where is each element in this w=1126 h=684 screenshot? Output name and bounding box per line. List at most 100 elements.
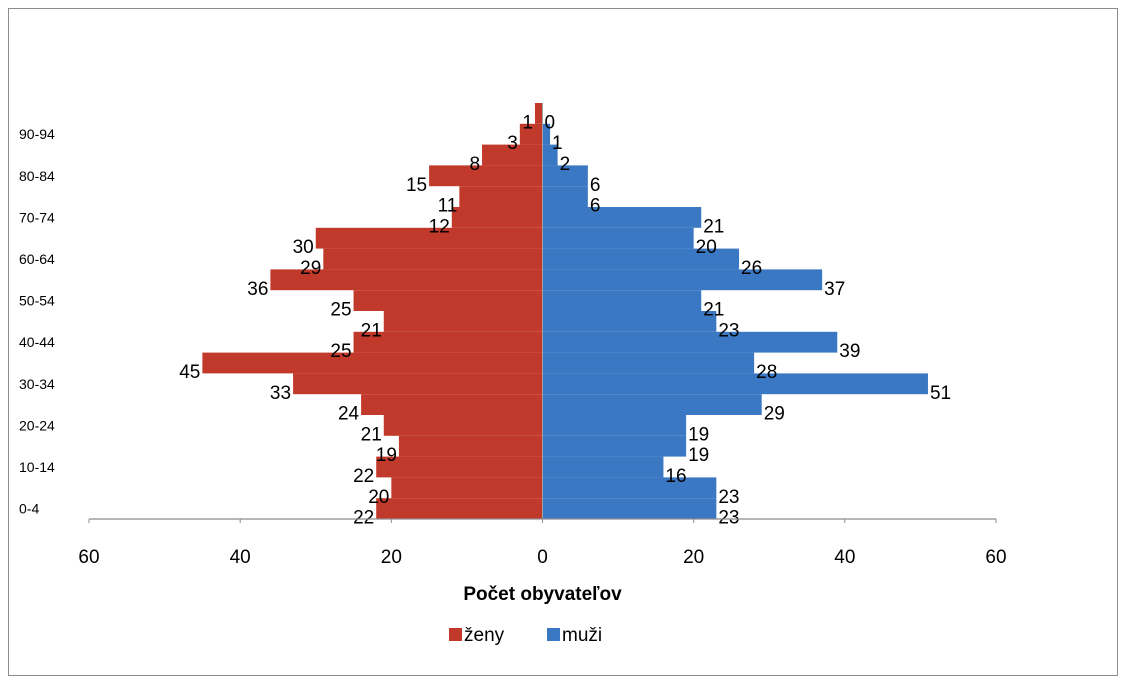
- value-label-zeny-85-89: 8: [469, 154, 480, 175]
- bar-muzi-30-34: [542, 373, 928, 395]
- category-label-90-94: 90-94: [19, 126, 55, 142]
- value-label-muzi-70-74: 21: [703, 216, 724, 237]
- bar-muzi-20-24: [542, 415, 687, 436]
- value-label-zeny-50-54: 25: [330, 300, 351, 321]
- x-tick-label: 60: [985, 547, 1006, 568]
- value-label-zeny-10-14: 22: [353, 466, 374, 487]
- bar-zeny-30-34: [293, 373, 543, 395]
- bar-zeny-45-49: [383, 311, 543, 332]
- bar-muzi-55-59: [542, 269, 823, 291]
- bar-muzi-50-54: [542, 290, 702, 311]
- bar-zeny-15-19: [398, 435, 543, 457]
- chart-frame: 22 23 20 23 22 16 19 19 21 19 24 29 33 51 45 28 25 39 21 23…: [8, 8, 1118, 676]
- x-tick-label: 20: [683, 547, 704, 568]
- value-label-muzi-30-34: 51: [930, 383, 951, 404]
- legend-swatch-muži: [547, 628, 560, 641]
- value-label-muzi-25-29: 29: [764, 404, 785, 425]
- value-label-muzi-45-49: 23: [718, 320, 739, 341]
- bar-muzi-10-14: [542, 456, 664, 478]
- bar-muzi-70-74: [542, 207, 702, 228]
- value-label-zeny-35-39: 45: [179, 362, 200, 383]
- bar-zeny-80-84: [429, 165, 543, 187]
- bar-zeny-20-24: [383, 415, 543, 436]
- value-label-zeny-60-64: 29: [300, 258, 321, 279]
- category-labels-layer: 0-4 10-14 20-24 30-34 40-44 50-54 60-64 70-74 80…: [19, 126, 55, 516]
- value-label-muzi-95+: 0: [545, 112, 556, 133]
- bar-zeny-60-64: [323, 248, 543, 270]
- category-label-20-24: 20-24: [19, 417, 55, 433]
- value-label-zeny-25-29: 24: [338, 404, 360, 425]
- value-label-zeny-40-44: 25: [330, 341, 351, 362]
- category-label-10-14: 10-14: [19, 459, 55, 475]
- bar-zeny-90-94: [519, 123, 543, 145]
- bar-zeny-0-4: [376, 498, 543, 519]
- value-label-zeny-15-19: 19: [376, 445, 397, 466]
- legend-swatch-ženy: [449, 628, 462, 641]
- bars-layer: [202, 103, 928, 519]
- value-label-muzi-15-19: 19: [688, 445, 709, 466]
- tick-labels-layer: 60 40 20 0 20 40 60: [78, 547, 1006, 568]
- bar-zeny-85-89: [482, 144, 543, 166]
- bar-zeny-50-54: [353, 290, 543, 311]
- legend-label-muži: muži: [562, 625, 602, 646]
- value-label-muzi-50-54: 21: [703, 300, 724, 321]
- value-label-zeny-90-94: 3: [507, 133, 518, 154]
- value-label-muzi-40-44: 39: [839, 341, 860, 362]
- bar-zeny-95+: [534, 103, 543, 124]
- bar-zeny-65-69: [315, 227, 543, 249]
- value-label-zeny-45-49: 21: [361, 320, 382, 341]
- bar-muzi-0-4: [542, 498, 717, 519]
- value-label-muzi-55-59: 37: [824, 279, 845, 300]
- value-label-muzi-75-79: 6: [590, 196, 601, 217]
- value-label-muzi-10-14: 16: [665, 466, 686, 487]
- category-label-50-54: 50-54: [19, 293, 55, 309]
- axes-layer: [88, 103, 997, 523]
- bar-zeny-5-9: [391, 477, 543, 499]
- x-tick-label: 20: [381, 547, 402, 568]
- bar-zeny-55-59: [270, 269, 543, 291]
- category-label-70-74: 70-74: [19, 209, 55, 225]
- category-label-0-4: 0-4: [19, 501, 39, 517]
- legend: ženy muži: [449, 625, 602, 646]
- category-label-80-84: 80-84: [19, 168, 55, 184]
- category-label-30-34: 30-34: [19, 376, 55, 392]
- bar-zeny-10-14: [376, 456, 543, 478]
- bar-muzi-75-79: [542, 186, 588, 207]
- value-label-zeny-0-4: 22: [353, 508, 374, 529]
- bar-muzi-80-84: [542, 165, 588, 187]
- value-label-muzi-35-39: 28: [756, 362, 777, 383]
- bar-muzi-45-49: [542, 311, 717, 332]
- x-tick-label: 0: [537, 547, 548, 568]
- value-label-zeny-5-9: 20: [368, 487, 389, 508]
- bar-zeny-35-39: [202, 352, 543, 374]
- bar-zeny-75-79: [459, 186, 543, 207]
- bar-zeny-25-29: [361, 394, 543, 415]
- value-label-zeny-80-84: 15: [406, 175, 427, 196]
- x-tick-label: 40: [230, 547, 251, 568]
- bar-muzi-40-44: [542, 331, 838, 353]
- x-tick-label: 60: [78, 547, 99, 568]
- value-label-zeny-30-34: 33: [270, 383, 291, 404]
- value-label-zeny-55-59: 36: [247, 279, 268, 300]
- value-label-zeny-20-24: 21: [361, 424, 382, 445]
- x-tick-label: 40: [834, 547, 855, 568]
- value-label-muzi-65-69: 20: [696, 237, 717, 258]
- bar-muzi-60-64: [542, 248, 740, 270]
- bar-zeny-40-44: [353, 331, 543, 353]
- value-label-muzi-20-24: 19: [688, 424, 709, 445]
- value-label-zeny-65-69: 30: [293, 237, 314, 258]
- category-label-40-44: 40-44: [19, 334, 55, 350]
- bar-muzi-85-89: [542, 144, 558, 166]
- bar-muzi-25-29: [542, 394, 762, 415]
- value-label-muzi-85-89: 2: [560, 154, 571, 175]
- value-label-muzi-0-4: 23: [718, 508, 739, 529]
- bar-muzi-35-39: [542, 352, 755, 374]
- value-label-muzi-80-84: 6: [590, 175, 601, 196]
- value-label-zeny-70-74: 12: [429, 216, 450, 237]
- value-label-muzi-90-94: 1: [552, 133, 563, 154]
- bar-muzi-15-19: [542, 435, 687, 457]
- value-label-muzi-60-64: 26: [741, 258, 762, 279]
- value-label-zeny-75-79: 11: [438, 196, 458, 217]
